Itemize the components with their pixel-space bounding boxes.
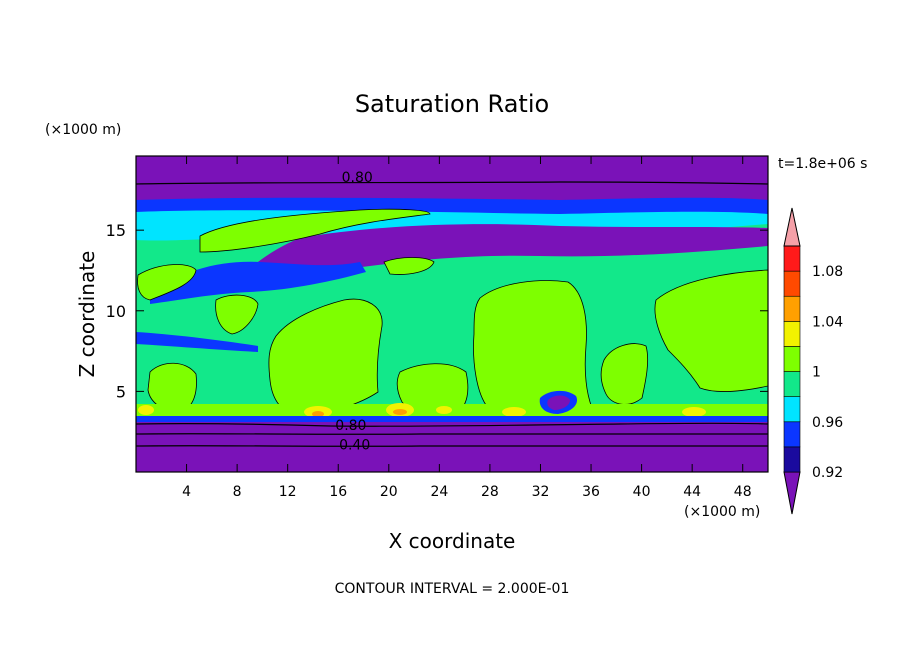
footer-contour-interval: CONTOUR INTERVAL = 2.000E-01 xyxy=(335,581,570,597)
chart-title: Saturation Ratio xyxy=(355,90,549,118)
supersat-pocket-7 xyxy=(138,405,154,415)
supersat-pocket-6 xyxy=(682,407,706,417)
cloud-blob-center-left xyxy=(268,298,383,417)
plot-area xyxy=(136,156,768,472)
x-tick-label: 4 xyxy=(182,484,191,500)
time-label: t=1.8e+06 s xyxy=(778,156,867,172)
cloud-blob-center xyxy=(473,280,593,414)
y-tick-label: 5 xyxy=(116,382,126,401)
y-axis-ticks: 5 10 15 xyxy=(106,221,768,401)
cloud-blob-right xyxy=(654,269,768,393)
contour-line-upper xyxy=(136,181,768,185)
colorbar: 1.08 1.04 1 0.96 0.92 xyxy=(783,207,843,515)
x-tick-label: 32 xyxy=(532,484,550,500)
mid-dry-streak xyxy=(136,332,258,352)
cloud-blob-lower-left xyxy=(147,362,197,413)
contour-label: 0.80 xyxy=(335,418,366,434)
x-tick-label: 8 xyxy=(233,484,242,500)
x-axis-ticks: 4 8 12 16 20 24 28 32 36 40 44 48 xyxy=(182,156,752,500)
x-tick-label: 36 xyxy=(582,484,600,500)
contour-labels: 0.80 0.80 0.40 xyxy=(335,170,373,454)
colorbar-swatch xyxy=(783,446,801,473)
mid-blue-tongue xyxy=(150,261,366,304)
dry-pocket-core xyxy=(547,395,570,410)
y-tick-label: 10 xyxy=(106,302,126,321)
colorbar-arrow-high xyxy=(783,207,801,247)
supersat-pocket-8 xyxy=(436,406,452,414)
colorbar-level-label: 1 xyxy=(812,365,821,381)
colorbar-swatch xyxy=(783,421,801,448)
cloud-blob-left-mid xyxy=(215,294,259,335)
y-axis-label: Z coordinate xyxy=(75,251,99,378)
colorbar-swatch xyxy=(783,295,801,322)
y-unit-label: (×1000 m) xyxy=(45,122,121,138)
x-tick-label: 44 xyxy=(683,484,701,500)
upper-dry-layer xyxy=(136,156,768,204)
colorbar-swatch xyxy=(783,270,801,297)
x-tick-label: 40 xyxy=(633,484,651,500)
cloud-blob-upper-left xyxy=(199,208,431,253)
x-tick-label: 48 xyxy=(734,484,752,500)
colorbar-swatch xyxy=(783,245,801,272)
supersat-pocket-2 xyxy=(312,411,324,417)
plot-frame xyxy=(135,155,769,473)
x-tick-label: 28 xyxy=(481,484,499,500)
colorbar-level-label: 0.92 xyxy=(812,465,843,481)
y-tick-label: 15 xyxy=(106,221,126,240)
x-tick-label: 20 xyxy=(380,484,398,500)
x-tick-label: 12 xyxy=(279,484,297,500)
colorbar-swatch xyxy=(783,371,801,397)
cloud-base-strip xyxy=(136,404,768,418)
supersat-pocket-5 xyxy=(502,407,526,417)
contour-label: 0.40 xyxy=(339,438,370,454)
colorbar-level-label: 1.04 xyxy=(812,314,843,330)
lower-boundary-band xyxy=(136,416,768,422)
x-tick-label: 16 xyxy=(329,484,347,500)
contour-line-lower-2 xyxy=(136,432,768,435)
colorbar-swatch xyxy=(783,321,801,347)
x-unit-label: (×1000 m) xyxy=(684,504,760,520)
colorbar-swatch xyxy=(783,346,801,372)
upper-dry-tongue xyxy=(230,224,768,284)
cloud-blob-center-right xyxy=(600,343,649,405)
colorbar-arrow-low xyxy=(783,471,801,515)
contour-label: 0.80 xyxy=(342,170,373,186)
colorbar-level-label: 0.96 xyxy=(812,415,843,431)
contour-line-lower-1 xyxy=(136,422,768,427)
colorbar-swatch xyxy=(783,396,801,423)
cloud-blob-left xyxy=(137,264,197,301)
supersat-pocket-4 xyxy=(393,409,407,415)
colorbar-level-label: 1.08 xyxy=(812,264,843,280)
x-tick-label: 24 xyxy=(430,484,448,500)
contour-line-lower-3 xyxy=(136,444,768,447)
x-axis-label: X coordinate xyxy=(389,529,516,553)
cloud-blob-small xyxy=(383,257,435,275)
